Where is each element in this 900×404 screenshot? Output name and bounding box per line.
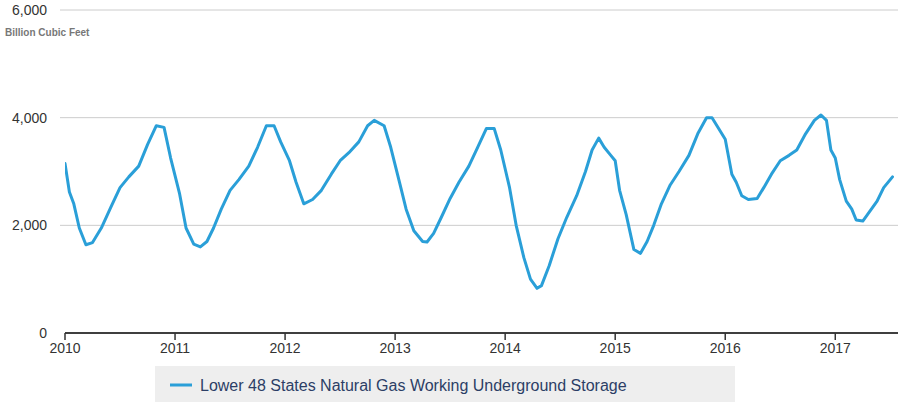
- x-axis-line: [65, 332, 898, 334]
- legend-swatch: [170, 384, 192, 387]
- x-tick: [835, 333, 837, 340]
- legend-label: Lower 48 States Natural Gas Working Unde…: [200, 377, 627, 394]
- y-axis-label: Billion Cubic Feet: [5, 27, 90, 38]
- x-tick-label: 2015: [600, 340, 631, 356]
- x-tick: [504, 333, 506, 340]
- x-tick-label: 2012: [270, 340, 301, 356]
- grid-line: [60, 10, 898, 11]
- legend: Lower 48 States Natural Gas Working Unde…: [155, 366, 735, 402]
- y-tick-label: 0: [39, 325, 47, 341]
- y-tick-label: 2,000: [12, 217, 47, 233]
- x-tick: [64, 333, 66, 340]
- y-tick-label: 4,000: [12, 110, 47, 126]
- x-tick: [724, 333, 726, 340]
- x-tick-label: 2016: [710, 340, 741, 356]
- x-tick-label: 2017: [820, 340, 851, 356]
- x-tick-label: 2010: [49, 340, 80, 356]
- y-tick-label: 6,000: [12, 2, 47, 18]
- plot-area: [65, 115, 893, 288]
- legend-box: [155, 366, 735, 402]
- chart: 0 2,000 4,000 6,000 Billion Cubic Feet 2010 20…: [0, 0, 900, 404]
- x-tick: [614, 333, 616, 340]
- x-tick: [394, 333, 396, 340]
- series-line: [65, 115, 893, 288]
- x-tick-label: 2011: [160, 340, 190, 356]
- x-tick-label: 2014: [490, 340, 521, 356]
- x-tick-label: 2013: [380, 340, 411, 356]
- x-tick: [284, 333, 286, 340]
- axis-line: [65, 332, 898, 334]
- x-tick: [174, 333, 176, 340]
- grid-line: [60, 117, 898, 118]
